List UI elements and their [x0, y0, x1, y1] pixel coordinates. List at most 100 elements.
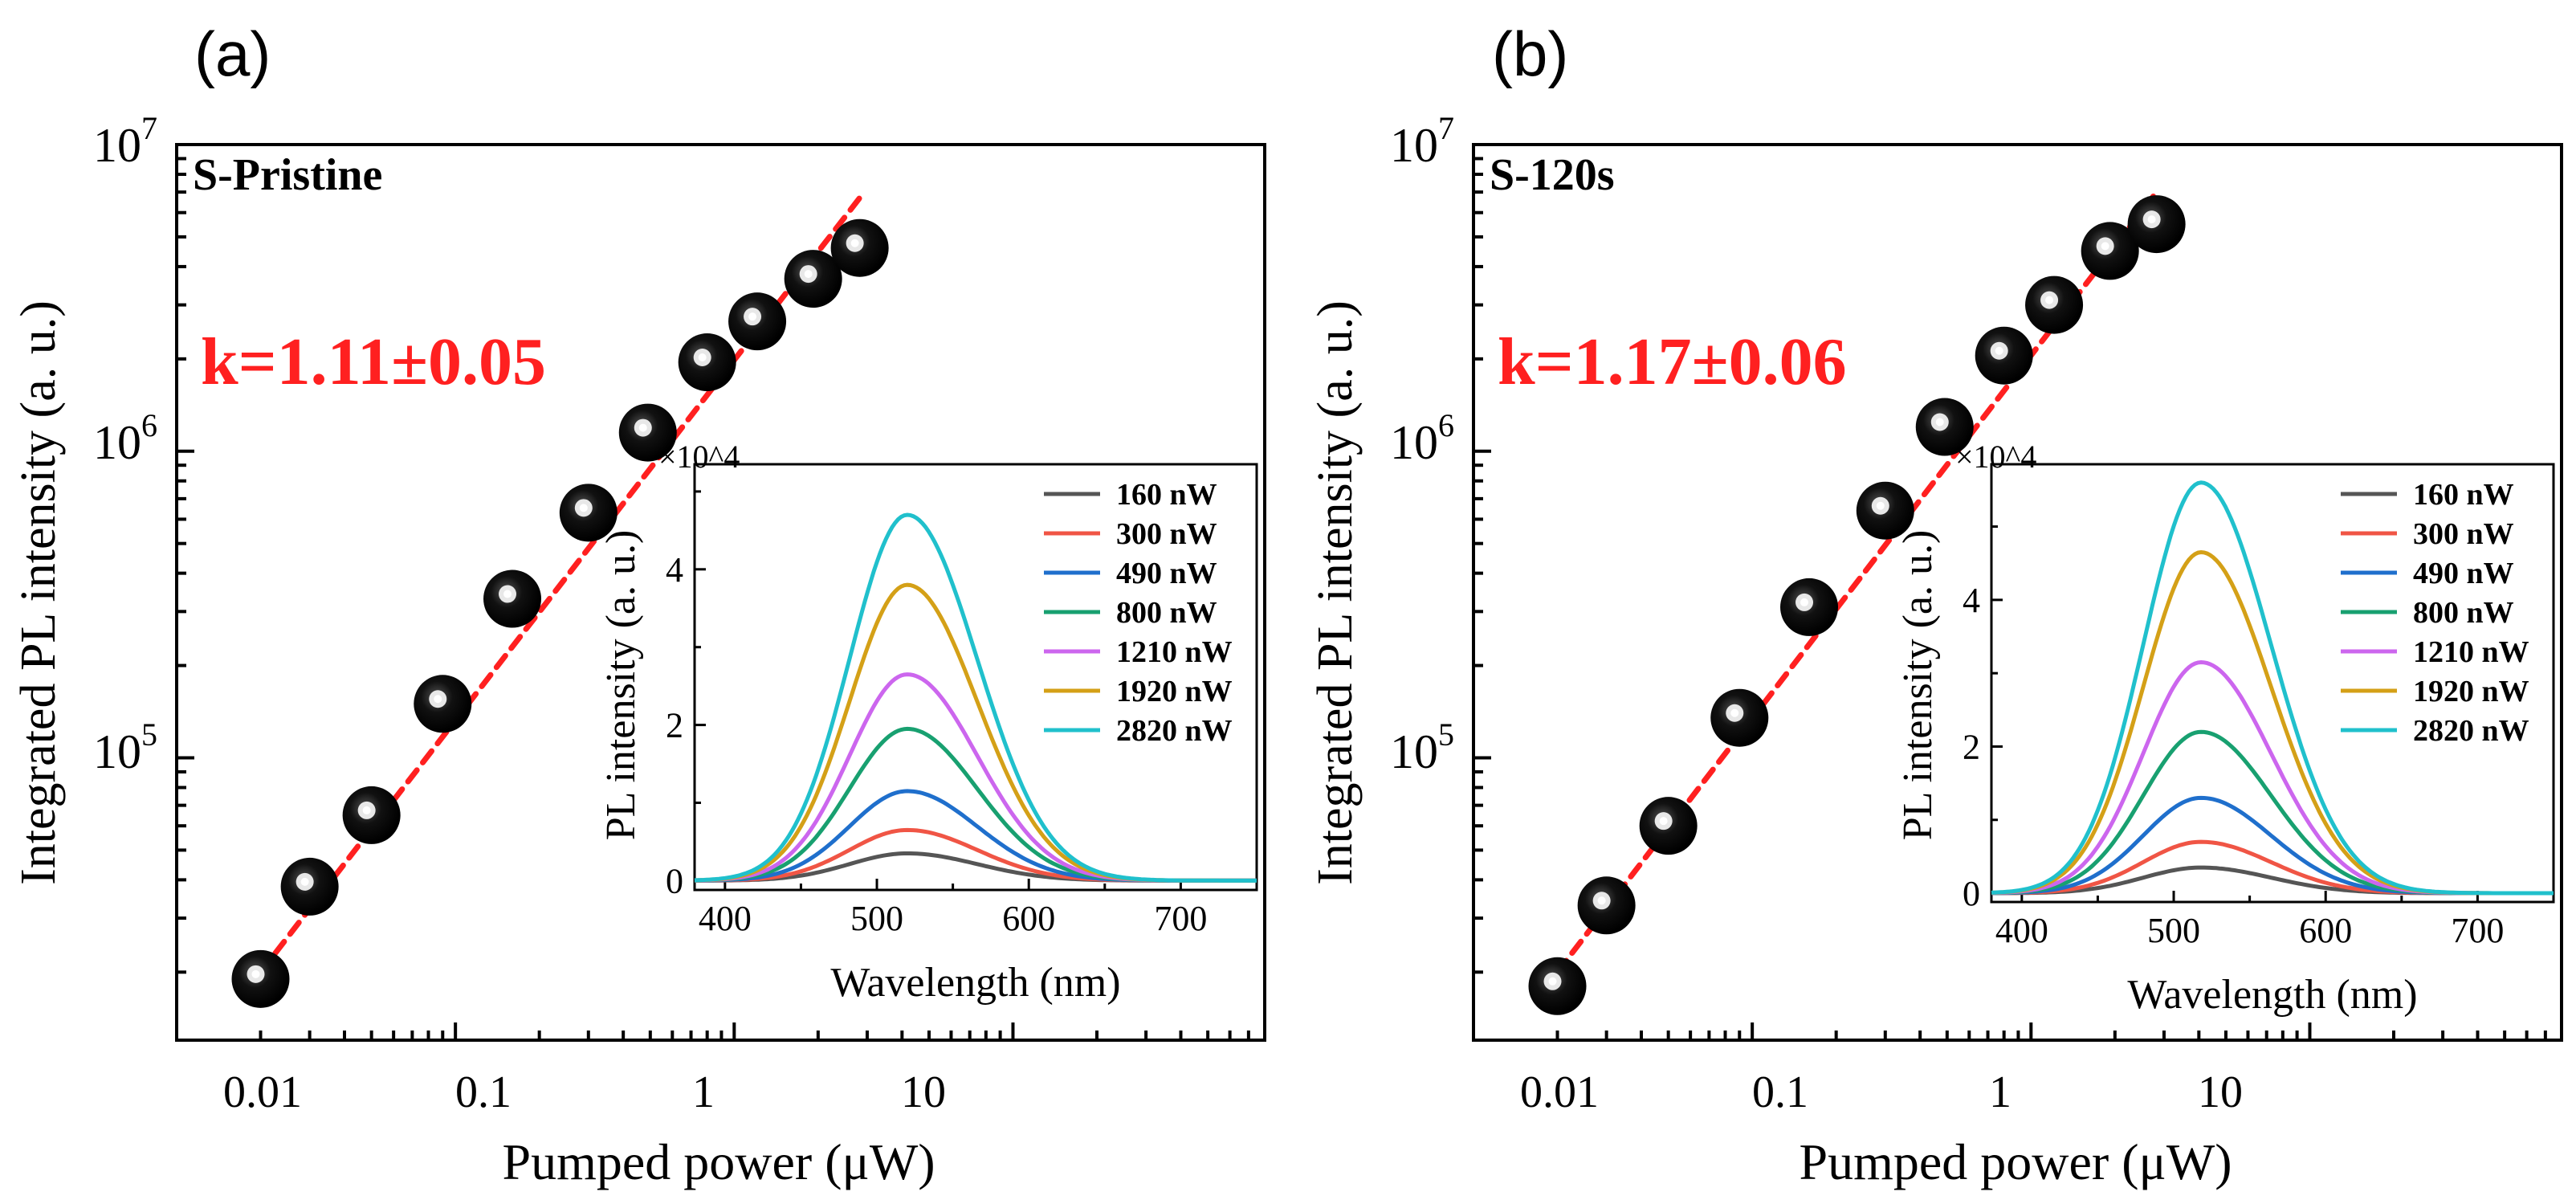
panel-a-inset-multiplier: ×10^4: [658, 439, 740, 475]
panel-a-data-points: [231, 218, 889, 1008]
panel-b-x-tick-label-3: 10: [2198, 1067, 2243, 1117]
panel-b-inset-y-tick-label-2: 4: [1963, 581, 1980, 620]
panel-b: (b) 0.01 0.1 1 10 Pumped power (μW) Inte…: [1308, 18, 2563, 1190]
panel-a-legend-label-6: 2820 nW: [1116, 714, 1233, 748]
panel-a-y-tick-label-1: 106: [93, 407, 157, 469]
panel-a-inset-x-axis-label: Wavelength (nm): [830, 960, 1120, 1006]
panel-a-y-ticks: [177, 143, 194, 974]
panel-b-inset-x-tick-label-3: 700: [2451, 911, 2504, 950]
panel-b-legend-label-0: 160 nW: [2413, 478, 2514, 512]
panel-b-data-point-2: [1639, 797, 1698, 855]
panel-b-inset-x-axis-label: Wavelength (nm): [2127, 972, 2417, 1018]
panel-b-sample-label: S-120s: [1490, 150, 1615, 200]
panel-b-inset-curves: [1991, 480, 2554, 896]
panel-a-inset-y-tick-label-2: 4: [666, 550, 683, 590]
panel-a-legend-label-1: 300 nW: [1116, 517, 1217, 551]
panel-b-y-tick-label-2: 107: [1390, 110, 1454, 172]
panel-b-data-point-10: [2127, 195, 2186, 254]
panel-a-inset-x-tick-label-1: 500: [850, 899, 903, 938]
panel-a-inset-x-tick-label-2: 600: [1002, 899, 1055, 938]
panel-b-legend-label-5: 1920 nW: [2413, 675, 2529, 708]
panel-b-inset-y-tick-label-1: 2: [1963, 727, 1980, 766]
panel-b-inset-curve-6: [1991, 480, 2554, 896]
panel-a-label: (a): [194, 18, 271, 89]
panel-b-x-ticks: [1472, 1022, 2563, 1040]
panel-b-inset-frame: [1990, 463, 2555, 904]
panel-b-legend-label-6: 2820 nW: [2413, 714, 2529, 748]
panel-a-inset-ticks: 400 500 600 700 0 2 4: [666, 490, 1258, 938]
panel-a-y-tick-label-2: 107: [93, 110, 157, 172]
panel-b-y-tick-label-0: 105: [1390, 716, 1454, 778]
panel-b-data-point-7: [1975, 326, 2033, 385]
panel-b-inset-legend: 160 nW 300 nW 490 nW 800 nW 1210 nW 1920 nW 28…: [2341, 478, 2529, 748]
panel-a-x-axis-label: Pumped power (μW): [502, 1133, 935, 1190]
panel-b-inset-y-axis-label: PL intensity (a. u.): [1895, 530, 1941, 841]
panel-a-inset-x-tick-label-3: 700: [1154, 899, 1207, 938]
panel-a-legend-label-5: 1920 nW: [1116, 675, 1233, 708]
panel-b-inset: 400 500 600 700 0 2 4 160 nW 300 nW 490 nW 800 nW…: [1895, 439, 2555, 1018]
panel-a-inset-frame: [693, 463, 1258, 892]
panel-a-data-point-10: [830, 218, 889, 277]
panel-a-inset: 400 500 600 700 0 2 4 160 nW 300 nW 490 nW 800 nW…: [598, 439, 1258, 1006]
panel-b-data-point-4: [1780, 578, 1839, 636]
panel-a-data-point-5: [559, 484, 618, 542]
panel-a-data-point-2: [342, 786, 401, 844]
panel-b-label: (b): [1492, 18, 1568, 89]
panel-b-data-point-0: [1528, 957, 1587, 1015]
panel-b-inset-multiplier: ×10^4: [1955, 439, 2036, 475]
panel-a-data-point-7: [678, 333, 736, 392]
panel-a-fit-label: k=1.11±0.05: [201, 324, 546, 399]
panel-a-data-point-3: [414, 675, 472, 733]
panel-a-inset-y-tick-label-1: 2: [666, 706, 683, 745]
panel-a-legend-label-4: 1210 nW: [1116, 635, 1233, 669]
panel-b-x-tick-label-0: 0.01: [1520, 1067, 1599, 1117]
panel-a-main-axes: 0.01 0.1 1 10 Pumped power (μW) Integrat…: [11, 110, 1266, 1190]
panel-a-x-tick-label-1: 0.1: [455, 1067, 512, 1117]
panel-a-x-tick-label-2: 1: [692, 1067, 715, 1117]
panel-b-data-point-3: [1710, 688, 1769, 747]
panel-a-legend-label-3: 800 nW: [1116, 596, 1217, 630]
panel-b-x-axis-label: Pumped power (μW): [1799, 1133, 2232, 1190]
panel-a-x-tick-label-0: 0.01: [223, 1067, 302, 1117]
panel-a-legend-label-2: 490 nW: [1116, 557, 1217, 590]
panel-b-x-tick-label-1: 0.1: [1752, 1067, 1808, 1117]
panel-b-data-point-5: [1856, 481, 1914, 540]
panel-a-inset-x-tick-label-0: 400: [699, 899, 752, 938]
panel-a-data-point-0: [231, 949, 290, 1008]
panel-b-main-axes: 0.01 0.1 1 10 Pumped power (μW) Integrat…: [1308, 110, 2563, 1190]
panel-a-legend-label-0: 160 nW: [1116, 478, 1217, 512]
panel-a-data-point-9: [784, 250, 842, 308]
panel-a-y-tick-label-0: 105: [93, 716, 157, 778]
panel-b-legend-label-4: 1210 nW: [2413, 635, 2529, 669]
panel-a-data-point-6: [618, 403, 677, 462]
panel-b-inset-x-tick-label-0: 400: [1995, 911, 2048, 950]
panel-b-data-points: [1528, 195, 2186, 1015]
panel-a-fit-segment: [258, 194, 863, 975]
panel-a-sample-label: S-Pristine: [193, 150, 382, 200]
panel-b-fit-label: k=1.17±0.06: [1498, 324, 1847, 399]
panel-a-fit-line: [258, 194, 863, 975]
panel-b-inset-x-tick-label-2: 600: [2299, 911, 2352, 950]
panel-b-y-ticks: [1473, 143, 1491, 974]
panel-b-data-point-8: [2025, 275, 2084, 334]
panel-a-data-point-4: [483, 569, 542, 628]
panel-b-y-axis-label: Integrated PL intensity (a. u.): [1308, 300, 1363, 885]
panel-a-inset-legend: 160 nW 300 nW 490 nW 800 nW 1210 nW 1920 nW 28…: [1044, 478, 1233, 748]
panel-b-legend-label-2: 490 nW: [2413, 557, 2514, 590]
panel-a-inset-curve-6: [694, 512, 1257, 883]
panel-b-inset-ticks: 400 500 600 700 0 2 4: [1963, 525, 2555, 950]
panel-b-legend-label-1: 300 nW: [2413, 517, 2514, 551]
panel-a-y-axis-label: Integrated PL intensity (a. u.): [11, 300, 66, 885]
panel-a-inset-curves: [694, 512, 1257, 883]
panel-b-inset-x-tick-label-1: 500: [2147, 911, 2200, 950]
panel-a-x-ticks: [175, 1022, 1266, 1040]
panel-b-inset-y-tick-label-0: 0: [1963, 874, 1980, 913]
panel-a: (a) 0.01 0.1 1 10 Pumped power (μW) Inte…: [11, 18, 1266, 1190]
panel-b-x-tick-label-2: 1: [1989, 1067, 2011, 1117]
panel-b-y-tick-label-1: 106: [1390, 407, 1454, 469]
panel-a-x-tick-label-3: 10: [901, 1067, 946, 1117]
panel-b-data-point-9: [2081, 222, 2139, 280]
panel-a-data-point-8: [728, 292, 787, 351]
panel-a-data-point-1: [280, 857, 339, 916]
